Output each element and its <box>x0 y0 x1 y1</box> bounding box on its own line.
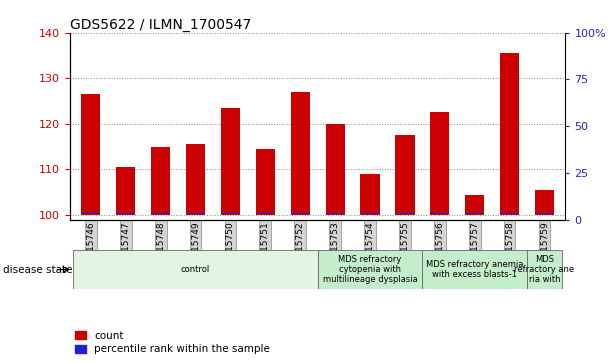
Bar <box>317 250 423 289</box>
Bar <box>116 213 136 214</box>
Text: GDS5622 / ILMN_1700547: GDS5622 / ILMN_1700547 <box>70 18 251 32</box>
Bar <box>221 108 240 215</box>
Bar <box>395 135 415 215</box>
Text: control: control <box>181 265 210 274</box>
Bar <box>81 94 100 215</box>
Bar <box>500 53 519 215</box>
Bar <box>151 213 170 214</box>
Bar <box>430 113 449 215</box>
Bar <box>423 250 527 289</box>
Bar <box>291 213 310 214</box>
Bar <box>186 213 205 214</box>
Bar <box>535 213 554 214</box>
Bar <box>74 250 317 289</box>
Bar <box>256 149 275 215</box>
Bar <box>430 213 449 214</box>
Bar <box>221 213 240 214</box>
Bar <box>465 213 485 214</box>
Bar <box>81 213 100 214</box>
Legend: count, percentile rank within the sample: count, percentile rank within the sample <box>75 331 270 354</box>
Bar <box>361 174 379 215</box>
Text: MDS refractory anemia
with excess blasts-1: MDS refractory anemia with excess blasts… <box>426 260 523 279</box>
Bar <box>535 190 554 215</box>
Text: MDS
refractory ane
ria with: MDS refractory ane ria with <box>514 254 575 285</box>
Bar <box>500 213 519 214</box>
Bar <box>116 167 136 215</box>
Bar <box>361 213 379 214</box>
Bar <box>325 124 345 215</box>
Bar <box>395 213 415 214</box>
Text: disease state: disease state <box>3 265 72 274</box>
Bar <box>256 213 275 214</box>
Bar <box>186 144 205 215</box>
Bar <box>527 250 562 289</box>
Text: MDS refractory
cytopenia with
multilineage dysplasia: MDS refractory cytopenia with multilinea… <box>323 254 418 285</box>
Bar <box>151 147 170 215</box>
Bar <box>291 92 310 215</box>
Bar <box>465 195 485 215</box>
Bar <box>325 213 345 214</box>
